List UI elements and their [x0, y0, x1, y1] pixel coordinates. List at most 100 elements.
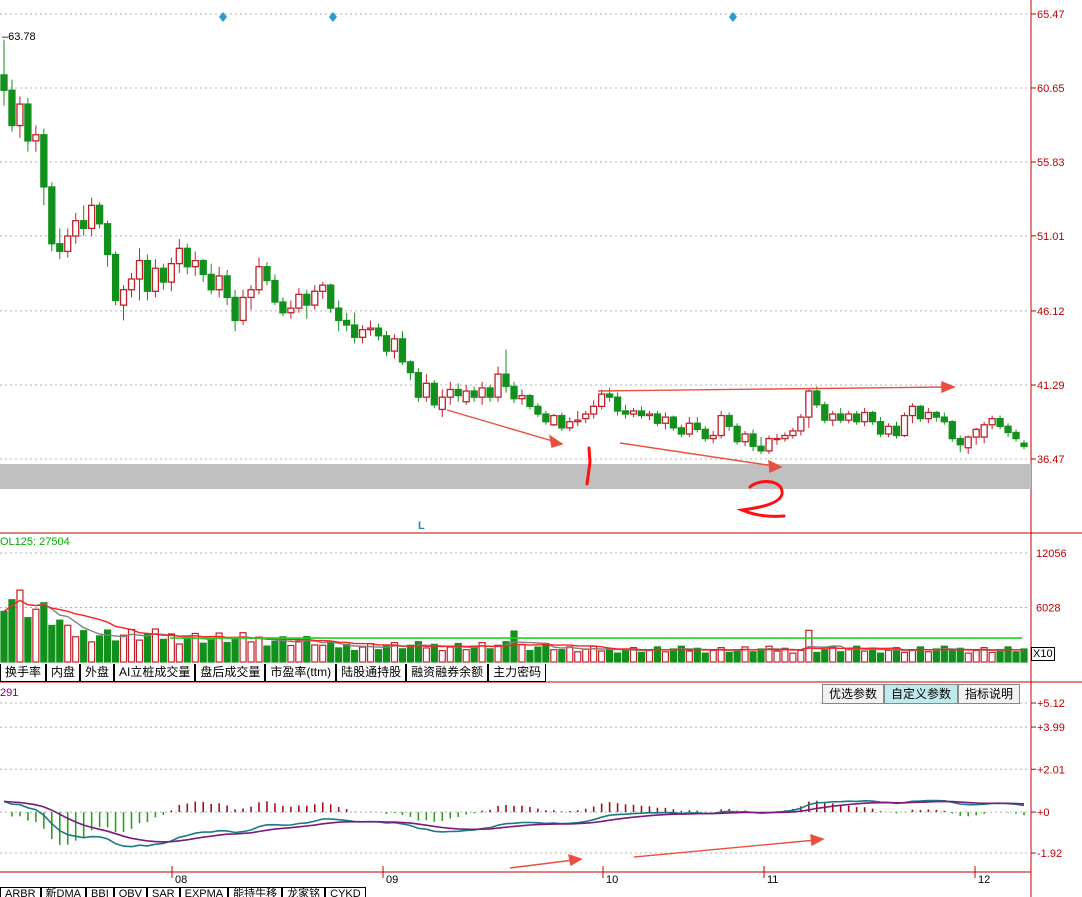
candle-body — [95, 204, 104, 225]
volume-bar — [518, 643, 526, 663]
candle-body — [526, 394, 534, 408]
candle-body — [32, 134, 40, 142]
volume-bar — [239, 632, 247, 663]
candle-body — [279, 301, 287, 314]
candle-body — [709, 434, 717, 440]
volume-bar — [613, 652, 622, 663]
price-tick-label: 46.12 — [1037, 306, 1065, 318]
indicator-tabs: 换手率 内盘 外盘 AI立桩成交量 盘后成交量 市盈率(ttm) 陆股通持股 融… — [0, 664, 547, 682]
time-tick-label: 12 — [978, 874, 990, 886]
candle-body — [159, 267, 168, 283]
candle-body — [0, 74, 8, 91]
candle-body — [446, 388, 454, 398]
candle-body — [271, 279, 279, 303]
custom-params-button[interactable]: 自定义参数 — [884, 684, 959, 704]
tab-turnover[interactable]: 换手率 — [0, 664, 47, 682]
volume-bar — [645, 649, 654, 663]
candle-body — [502, 373, 510, 388]
volume-bar — [988, 651, 996, 663]
volume-bar — [661, 651, 670, 663]
tab-bbi[interactable]: BBI — [86, 887, 114, 897]
tab-after-hours[interactable]: 盘后成交量 — [195, 664, 266, 682]
candle-body — [135, 259, 144, 280]
candle-body — [621, 410, 630, 415]
volume-bar — [653, 646, 662, 663]
tab-new-dma[interactable]: 新DMA — [40, 887, 87, 897]
candle-body — [924, 411, 933, 420]
volume-bar — [8, 599, 16, 663]
volume-bar — [430, 643, 438, 663]
candle-body — [119, 289, 128, 306]
candle-body — [773, 437, 781, 441]
candle-body — [956, 437, 964, 446]
candle-body — [908, 405, 917, 417]
candle-body — [358, 328, 367, 338]
volume-bar — [406, 644, 415, 663]
volume-bars — [0, 589, 1028, 663]
preset-params-button[interactable]: 优选参数 — [822, 684, 885, 704]
macd-tick-label: +2.01 — [1037, 764, 1065, 776]
candle-body — [80, 220, 88, 230]
tab-ai-volume[interactable]: AI立桩成交量 — [114, 664, 196, 682]
volume-bar — [916, 646, 925, 663]
tab-northbound[interactable]: 陆股通持股 — [336, 664, 407, 682]
price-tick-label: 36.47 — [1037, 454, 1065, 466]
candle-body — [438, 396, 446, 411]
tab-arbr[interactable]: ARBR — [0, 887, 41, 897]
price-tick-label: 60.65 — [1037, 83, 1065, 95]
tab-pe-ttm[interactable]: 市盈率(ttm) — [265, 664, 337, 682]
indicator-help-button[interactable]: 指标说明 — [958, 684, 1021, 704]
volume-bar — [16, 589, 24, 663]
tab-obv[interactable]: OBV — [113, 887, 147, 897]
tab-margin[interactable]: 融资融券余额 — [406, 664, 489, 682]
candle-body — [876, 421, 885, 435]
volume-bar — [773, 650, 781, 663]
volume-bar — [853, 645, 861, 663]
volume-bar — [709, 649, 717, 663]
arrow-head-4 — [568, 853, 583, 867]
macd-buttons: 优选参数 自定义参数 指标说明 — [822, 684, 1021, 704]
time-tick-label: 10 — [606, 874, 618, 886]
candle-body — [853, 413, 861, 423]
candle-body — [558, 414, 566, 429]
tab-inner[interactable]: 内盘 — [46, 664, 81, 682]
volume-bar — [64, 624, 72, 663]
candle-body — [980, 424, 988, 438]
candle-body — [701, 428, 709, 440]
volume-bar — [845, 648, 853, 663]
volume-bar — [821, 649, 829, 663]
arrow-down-1 — [446, 409, 557, 443]
candle-body — [629, 410, 638, 415]
volume-bar — [749, 651, 757, 663]
volume-bar — [980, 647, 988, 663]
volume-bar — [247, 641, 255, 663]
arrow-head-3 — [941, 380, 956, 394]
tab-expma[interactable]: EXPMA — [179, 887, 229, 897]
volume-ma-long — [3, 599, 1025, 651]
macd-tick-label: +5.12 — [1037, 698, 1065, 710]
volume-bar — [813, 651, 821, 663]
candle-body — [319, 284, 327, 292]
tab-cykd[interactable]: CYKD — [325, 887, 366, 897]
tab-outer[interactable]: 外盘 — [80, 664, 115, 682]
tab-dragon[interactable]: 龙家铭 — [282, 887, 326, 897]
candle-body — [781, 434, 789, 440]
volume-bar — [637, 651, 646, 663]
volume-bar — [510, 630, 518, 663]
candle-body — [996, 417, 1004, 427]
candlestick-series — [0, 39, 1028, 454]
candle-body — [574, 419, 582, 423]
tab-bull-move[interactable]: 能持牛移 — [228, 887, 283, 897]
volume-bar — [191, 632, 199, 663]
volume-bar — [765, 645, 773, 663]
macd-arrow-1 — [509, 859, 575, 869]
volume-bar — [574, 651, 582, 663]
support-zone — [0, 464, 1031, 489]
tab-main-code[interactable]: 主力密码 — [488, 664, 547, 682]
candle-body — [191, 259, 199, 268]
macd-tick-label: +3.99 — [1037, 722, 1065, 734]
macd-axis: +5.12 +3.99 +2.01 +0 -1.92 — [1031, 698, 1065, 860]
candle-body — [24, 103, 32, 142]
volume-bar — [876, 652, 885, 663]
tab-sar[interactable]: SAR — [146, 887, 180, 897]
